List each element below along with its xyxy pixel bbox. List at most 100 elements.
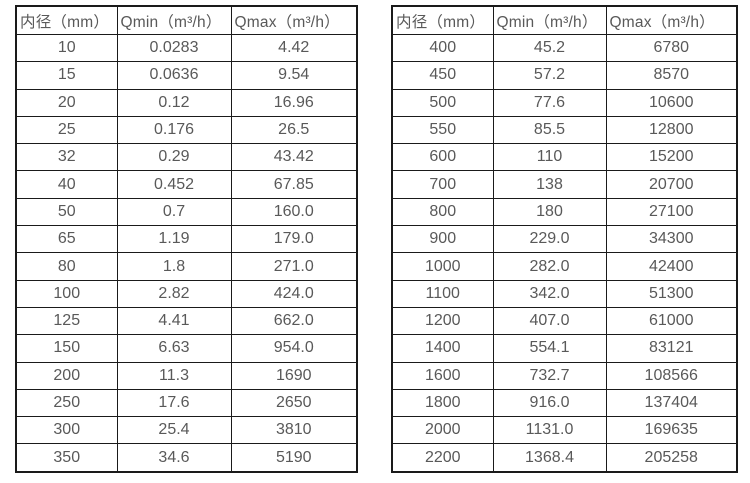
table-cell: 77.6	[492, 88, 607, 117]
table-cell: 0.29	[116, 143, 232, 172]
table-cell: 342.0	[492, 279, 607, 308]
table-cell: 180	[492, 197, 607, 227]
table-row: 1600 732.7 108566	[391, 361, 738, 390]
table-row: 550 85.5 12800	[391, 115, 738, 145]
table-cell: 51300	[605, 279, 738, 308]
table-cell: 11.3	[116, 361, 232, 390]
table-cell: 8570	[605, 61, 738, 90]
table-row: 50 0.7 160.0	[15, 197, 358, 227]
table-row: 800 180 27100	[391, 197, 738, 227]
flow-table-large-diameters: 内径（mm） Qmin（m³/h） Qmax（m³/h） 400 45.2 6780…	[391, 5, 738, 473]
table-cell: 42400	[605, 252, 738, 281]
table-cell: 1800	[391, 388, 494, 418]
table-cell: 2.82	[116, 279, 232, 308]
header-row: 内径（mm） Qmin（m³/h） Qmax（m³/h）	[15, 5, 358, 35]
table-cell: 407.0	[492, 306, 607, 336]
table-row: 100 2.82 424.0	[15, 279, 358, 308]
table-cell: 125	[15, 306, 118, 336]
table-cell: 20	[15, 88, 118, 117]
table-row: 150 6.63 954.0	[15, 334, 358, 363]
table-cell: 0.452	[116, 170, 232, 199]
table-row: 400 45.2 6780	[391, 33, 738, 63]
table-cell: 34300	[605, 225, 738, 254]
table-cell: 108566	[605, 361, 738, 390]
table-cell: 1368.4	[492, 443, 607, 473]
table-cell: 20700	[605, 170, 738, 199]
table-cell: 450	[391, 61, 494, 90]
table-cell: 0.176	[116, 115, 232, 145]
table-row: 1200 407.0 61000	[391, 306, 738, 336]
table-row: 300 25.4 3810	[15, 416, 358, 445]
table-cell: 15	[15, 61, 118, 90]
table-cell: 179.0	[230, 225, 358, 254]
table-cell: 1400	[391, 334, 494, 363]
table-cell: 954.0	[230, 334, 358, 363]
table-cell: 662.0	[230, 306, 358, 336]
table-cell: 40	[15, 170, 118, 199]
table-row: 65 1.19 179.0	[15, 225, 358, 254]
table-row: 25 0.176 26.5	[15, 115, 358, 145]
table-cell: 34.6	[116, 443, 232, 473]
table-cell: 61000	[605, 306, 738, 336]
table-cell: 57.2	[492, 61, 607, 90]
table-cell: 0.7	[116, 197, 232, 227]
table-cell: 0.0636	[116, 61, 232, 90]
table-cell: 4.41	[116, 306, 232, 336]
table-cell: 732.7	[492, 361, 607, 390]
table-row: 500 77.6 10600	[391, 88, 738, 117]
table-cell: 138	[492, 170, 607, 199]
table-row: 125 4.41 662.0	[15, 306, 358, 336]
table-cell: 45.2	[492, 33, 607, 63]
table-cell: 205258	[605, 443, 738, 473]
table-row: 2000 1131.0 169635	[391, 416, 738, 445]
table-body: 400 45.2 6780 450 57.2 8570 500 77.6 10600 550 85.…	[391, 33, 738, 473]
table-cell: 1600	[391, 361, 494, 390]
table-body: 10 0.0283 4.42 15 0.0636 9.54 20 0.12 16.96 25 0.1…	[15, 33, 358, 473]
table-row: 1100 342.0 51300	[391, 279, 738, 308]
table-cell: 2000	[391, 416, 494, 445]
table-cell: 900	[391, 225, 494, 254]
table-cell: 110	[492, 143, 607, 172]
table-row: 1800 916.0 137404	[391, 388, 738, 418]
table-cell: 15200	[605, 143, 738, 172]
table-cell: 800	[391, 197, 494, 227]
table-cell: 300	[15, 416, 118, 445]
table-cell: 2650	[230, 388, 358, 418]
table-row: 1400 554.1 83121	[391, 334, 738, 363]
table-cell: 700	[391, 170, 494, 199]
table-cell: 350	[15, 443, 118, 473]
table-row: 450 57.2 8570	[391, 61, 738, 90]
table-cell: 550	[391, 115, 494, 145]
table-row: 1000 282.0 42400	[391, 252, 738, 281]
table-row: 200 11.3 1690	[15, 361, 358, 390]
table-cell: 0.0283	[116, 33, 232, 63]
col-header-qmax: Qmax（m³/h）	[605, 5, 738, 35]
table-cell: 1.19	[116, 225, 232, 254]
col-header-diameter: 内径（mm）	[15, 5, 118, 35]
table-row: 250 17.6 2650	[15, 388, 358, 418]
table-cell: 160.0	[230, 197, 358, 227]
table-row: 32 0.29 43.42	[15, 143, 358, 172]
table-cell: 2200	[391, 443, 494, 473]
table-cell: 282.0	[492, 252, 607, 281]
col-header-qmin: Qmin（m³/h）	[492, 5, 607, 35]
table-cell: 10600	[605, 88, 738, 117]
table-cell: 9.54	[230, 61, 358, 90]
table-cell: 25	[15, 115, 118, 145]
col-header-qmin: Qmin（m³/h）	[116, 5, 232, 35]
table-cell: 137404	[605, 388, 738, 418]
table-cell: 3810	[230, 416, 358, 445]
table-row: 700 138 20700	[391, 170, 738, 199]
col-header-qmax: Qmax（m³/h）	[230, 5, 358, 35]
table-row: 2200 1368.4 205258	[391, 443, 738, 473]
table-cell: 27100	[605, 197, 738, 227]
table-cell: 400	[391, 33, 494, 63]
table-cell: 26.5	[230, 115, 358, 145]
table-cell: 80	[15, 252, 118, 281]
table-cell: 169635	[605, 416, 738, 445]
table-cell: 5190	[230, 443, 358, 473]
table-cell: 25.4	[116, 416, 232, 445]
table-cell: 500	[391, 88, 494, 117]
table-cell: 200	[15, 361, 118, 390]
